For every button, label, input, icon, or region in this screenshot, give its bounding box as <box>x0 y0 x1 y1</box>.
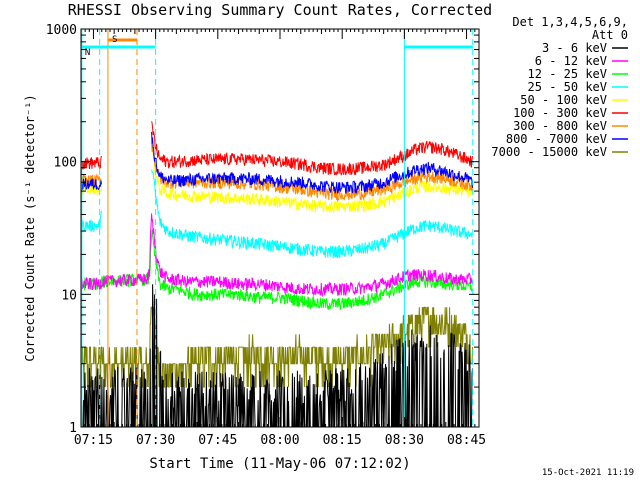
legend-label-6: 300 - 800 keV <box>513 119 607 133</box>
x-tick-label: 07:30 <box>136 433 175 448</box>
legend-label-5: 100 - 300 keV <box>513 106 607 120</box>
legend-label-4: 50 - 100 keV <box>520 93 607 107</box>
series-line-2 <box>80 229 473 311</box>
series-line-7 <box>80 131 473 194</box>
legend-label-2: 12 - 25 keV <box>528 67 607 81</box>
legend-header-line-2: Att 0 <box>592 28 628 42</box>
legend-label-8: 7000 - 15000 keV <box>491 145 607 159</box>
x-tick-label: 08:00 <box>260 433 299 448</box>
observing-bar-label-1: N <box>85 48 90 58</box>
series-line-0 <box>81 284 473 428</box>
legend-header-line-1: Det 1,3,4,5,6,9, <box>512 15 628 29</box>
observing-bar-label-0: S <box>112 35 117 45</box>
legend-label-0: 3 - 6 keV <box>542 41 607 55</box>
generation-timestamp: 15-Oct-2021 11:19 <box>542 468 634 478</box>
legend-label-7: 800 - 7000 keV <box>506 132 607 146</box>
series-line-3 <box>80 169 473 259</box>
y-tick-label: 100 <box>54 156 77 171</box>
observing-annotations: SN <box>81 29 474 427</box>
x-tick-label: 08:45 <box>447 433 486 448</box>
chart-title: RHESSI Observing Summary Count Rates, Co… <box>68 1 492 19</box>
x-tick-label: 08:15 <box>323 433 362 448</box>
series-line-8 <box>81 306 473 388</box>
legend-header: Det 1,3,4,5,6,9, Att 0 <box>512 15 628 42</box>
x-tick-label: 07:45 <box>198 433 237 448</box>
y-tick-label: 1 <box>69 421 77 436</box>
legend-label-1: 6 - 12 keV <box>535 54 607 68</box>
legend-label-3: 25 - 50 keV <box>528 80 607 94</box>
plot-area <box>80 121 473 428</box>
x-axis: 07:15 07:30 07:45 08:00 08:15 08:30 08:45 <box>74 29 486 448</box>
x-tick-label: 08:30 <box>385 433 424 448</box>
y-tick-label: 1000 <box>46 23 77 38</box>
x-axis-label: Start Time (11-May-06 07:12:02) <box>149 456 410 472</box>
y-axis-label: Corrected Count Rate (s⁻¹ detector⁻¹) <box>23 94 37 361</box>
x-tick-label: 07:15 <box>74 433 113 448</box>
y-tick-label: 10 <box>61 288 77 303</box>
series-line-1 <box>80 213 473 298</box>
y-axis: 1 10 100 1000 <box>46 23 479 436</box>
